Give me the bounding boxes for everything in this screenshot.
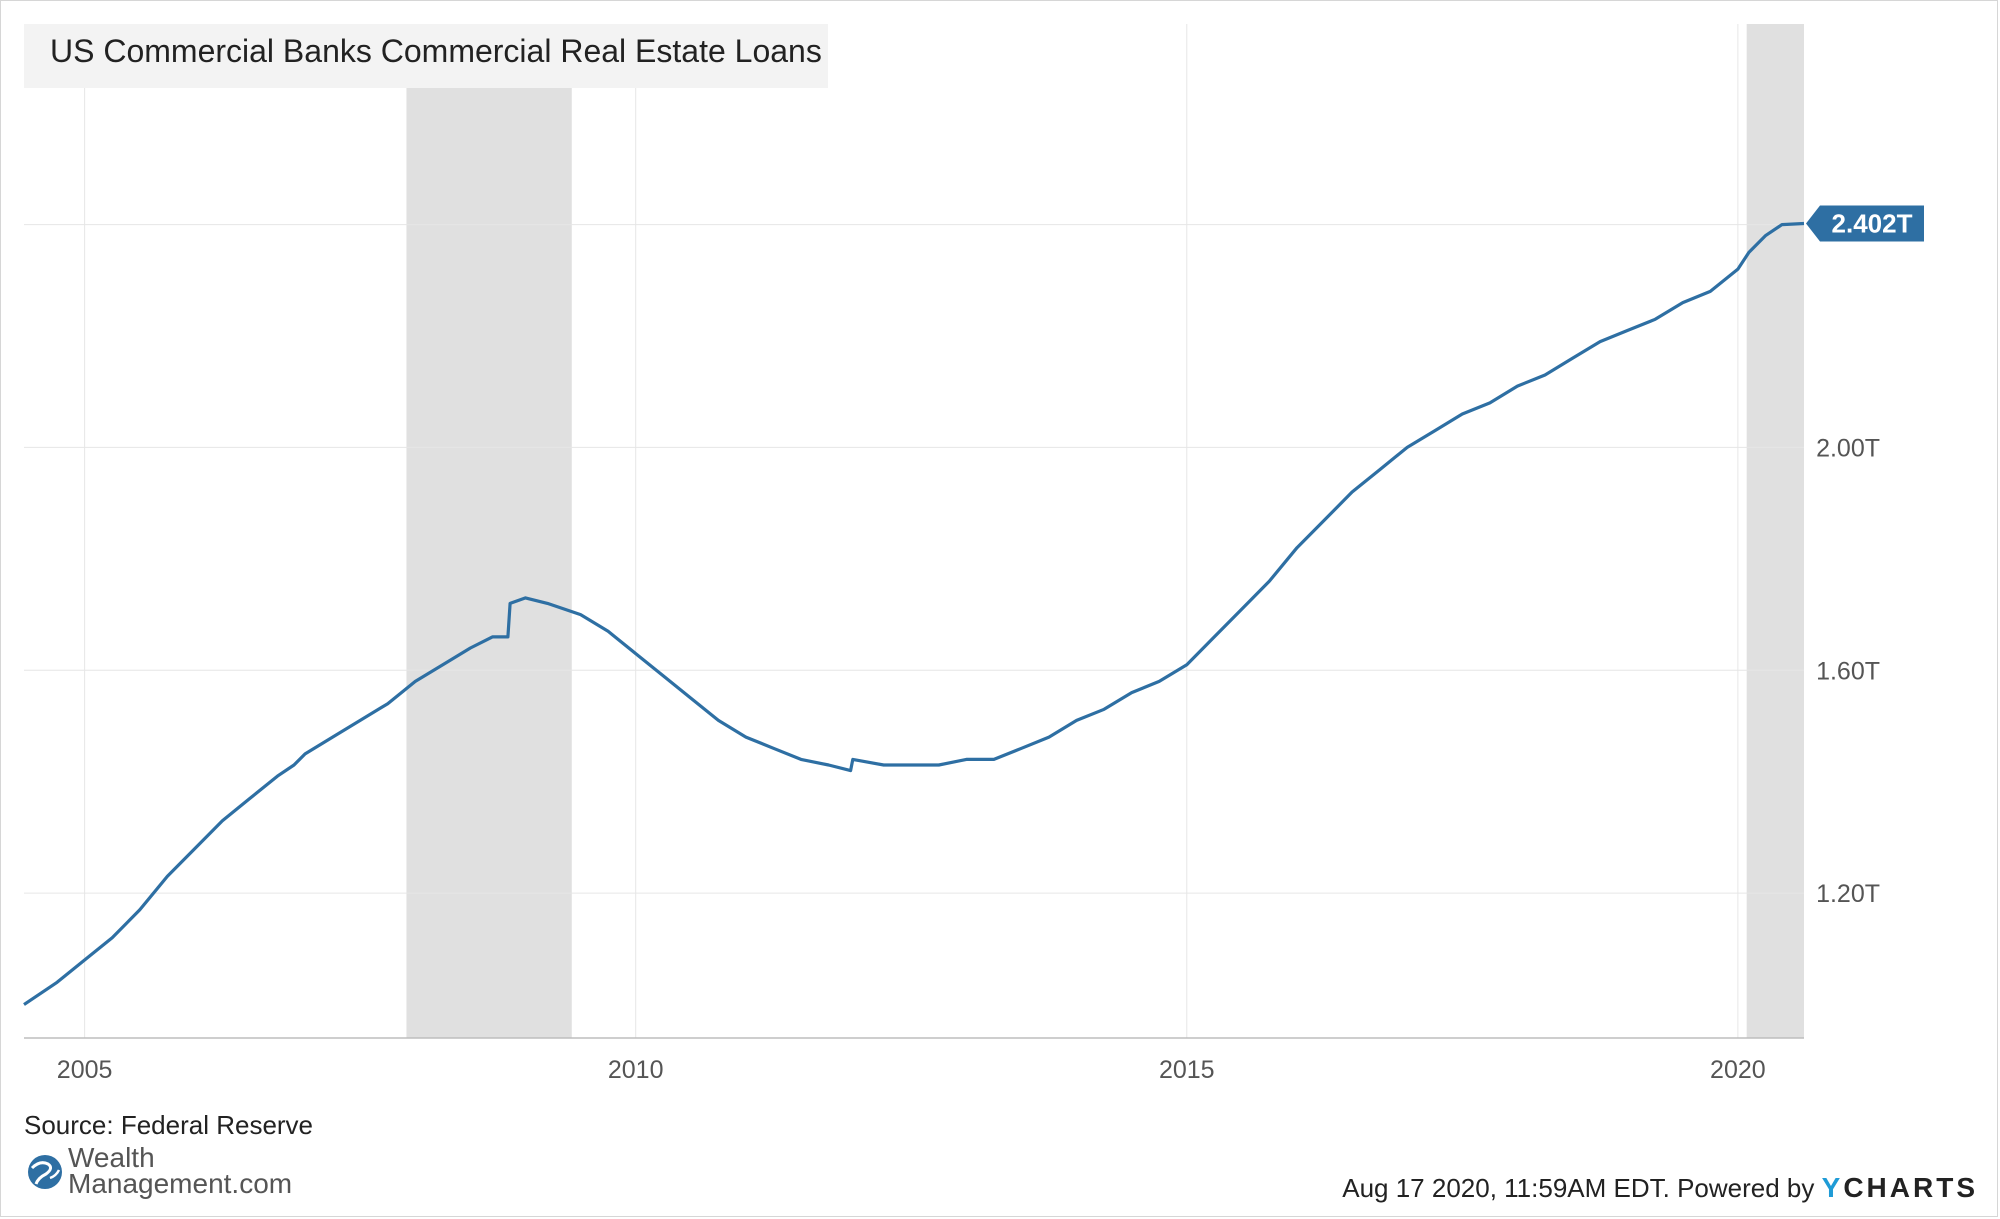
title-background	[24, 24, 828, 88]
chart-title: US Commercial Banks Commercial Real Esta…	[50, 33, 822, 69]
ycharts-logo: YCHARTS	[1822, 1172, 1978, 1203]
y-tick-label-1.20T: 1.20T	[1816, 880, 1880, 908]
x-tick-label-2010: 2010	[608, 1056, 664, 1084]
ycharts-logo-y: Y	[1821, 1172, 1844, 1203]
globe-icon	[28, 1155, 62, 1189]
recession-band-2	[1746, 24, 1804, 1038]
footer-powered-by: Powered by	[1677, 1173, 1815, 1203]
last-value-badge: 2.402T	[1806, 205, 1924, 242]
recession-band-1	[406, 24, 572, 1038]
x-tick-label-2020: 2020	[1710, 1056, 1766, 1084]
source-label: Source: Federal Reserve	[24, 1110, 314, 1140]
last-value-badge-shape	[1806, 205, 1924, 242]
y-tick-label-2.00T: 2.00T	[1816, 434, 1880, 462]
logo-text-line1: Wealth	[68, 1142, 155, 1173]
x-tick-label-2005: 2005	[57, 1056, 113, 1084]
last-value-badge-text: 2.402T	[1832, 208, 1913, 238]
recession-shading	[406, 24, 1804, 1038]
logo-text-line2: Management.com	[68, 1168, 293, 1199]
x-tick-label-2015: 2015	[1159, 1056, 1215, 1084]
footer-timestamp: Aug 17 2020, 11:59AM EDT.	[1342, 1173, 1670, 1203]
ycharts-logo-text: CHARTS	[1843, 1172, 1978, 1203]
footer-attribution: Aug 17 2020, 11:59AM EDT. Powered by YCH…	[1342, 1172, 1978, 1204]
y-tick-label-1.60T: 1.60T	[1816, 657, 1880, 685]
wealth-management-logo: Wealth Management.com	[26, 1144, 346, 1204]
series-line	[23, 221, 1805, 1006]
gridlines	[24, 24, 1804, 1038]
x-axis-ticks: 2005 2010 2015 2020	[57, 1056, 1766, 1084]
